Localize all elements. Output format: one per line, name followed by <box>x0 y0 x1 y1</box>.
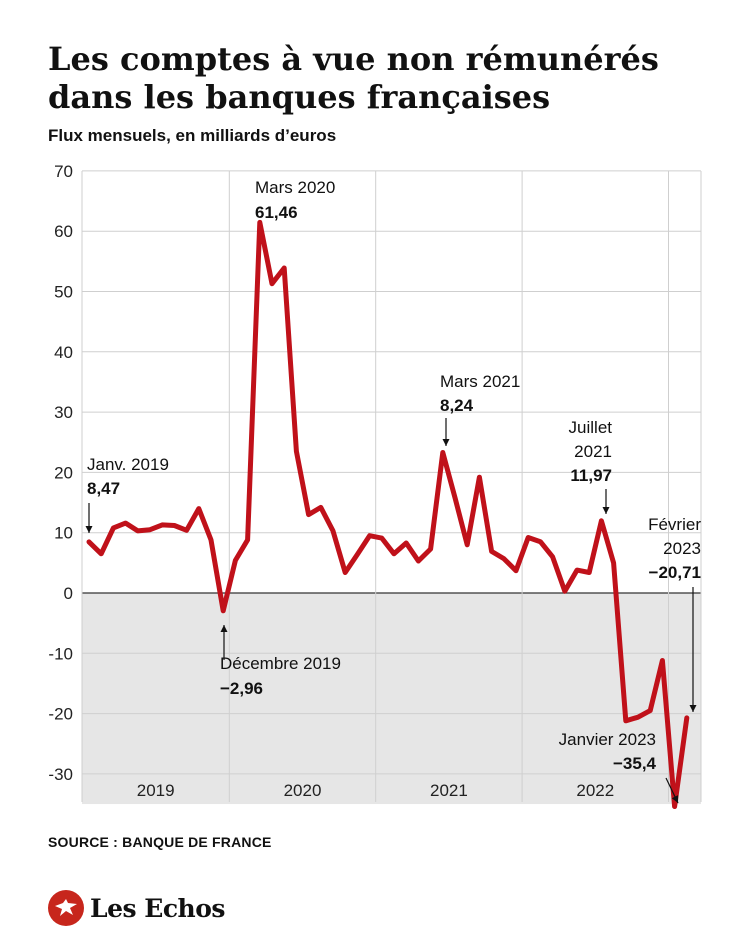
x-axis-labels: 2019 2020 2021 2022 <box>137 781 614 800</box>
source-note: SOURCE : BANQUE DE FRANCE <box>48 834 272 850</box>
series-line <box>86 219 690 809</box>
x-tick-label: 2020 <box>284 781 322 800</box>
y-axis-ticks: 70 60 50 40 30 20 10 0 -10 -20 -30 <box>48 162 73 784</box>
annotations: Janv. 2019 8,47 Décembre 2019 −2,96 Mars 202… <box>85 178 701 804</box>
negative-value-band <box>82 593 701 805</box>
annotation-value: 11,97 <box>570 466 612 485</box>
annotation-value: −2,96 <box>220 679 263 698</box>
series-line-layer <box>86 219 690 809</box>
annotation-label: 2023 <box>663 539 701 558</box>
x-tick-label: 2021 <box>430 781 468 800</box>
line-chart: 70 60 50 40 30 20 10 0 -10 -20 -30 2019 2020 2021 202… <box>48 162 702 809</box>
annotation-value: 8,47 <box>87 479 120 498</box>
annotation-label: Mars 2020 <box>255 178 335 197</box>
y-tick-label: 0 <box>64 584 73 603</box>
annotation-label: 2021 <box>574 442 612 461</box>
annotation-arrow-head <box>442 439 450 446</box>
y-tick-label: 10 <box>54 524 73 543</box>
y-tick-label: 60 <box>54 222 73 241</box>
negative-band <box>82 593 701 805</box>
annotation-label: Décembre 2019 <box>220 654 341 673</box>
annotation-label: Mars 2021 <box>440 372 520 391</box>
eagle-icon <box>48 890 84 926</box>
annotation-arrow-head <box>602 507 610 514</box>
publisher-logo: Les Echos <box>48 888 225 928</box>
y-tick-label: -20 <box>48 705 73 724</box>
annotation-label: Janv. 2019 <box>87 455 169 474</box>
annotation-value: 8,24 <box>440 396 474 415</box>
annotation-value: −35,4 <box>613 754 657 773</box>
annotation-arrow-head <box>671 795 679 803</box>
annotation-label: Janvier 2023 <box>559 730 656 749</box>
y-tick-label: -30 <box>48 765 73 784</box>
chart-title: Les comptes à vue non rémunérés dans les… <box>48 40 659 116</box>
annotation-arrow-head <box>220 625 228 632</box>
y-tick-label: 30 <box>54 403 73 422</box>
annotation-arrow-head <box>689 705 697 712</box>
annotation-arrow-head <box>85 526 93 533</box>
gridlines <box>81 170 702 802</box>
y-tick-label: 50 <box>54 283 73 302</box>
y-tick-label: -10 <box>48 644 73 663</box>
annotation-value: −20,71 <box>649 563 701 582</box>
x-tick-label: 2019 <box>137 781 175 800</box>
y-tick-label: 40 <box>54 343 73 362</box>
y-tick-label: 20 <box>54 463 73 482</box>
chart-subtitle: Flux mensuels, en milliards d’euros <box>48 126 337 145</box>
annotation-label: Juillet <box>569 418 613 437</box>
annotation-label: Février <box>648 515 701 534</box>
logo-text: Les Echos <box>90 893 225 923</box>
annotation-value: 61,46 <box>255 203 298 222</box>
y-tick-label: 70 <box>54 162 73 181</box>
x-tick-label: 2022 <box>576 781 614 800</box>
